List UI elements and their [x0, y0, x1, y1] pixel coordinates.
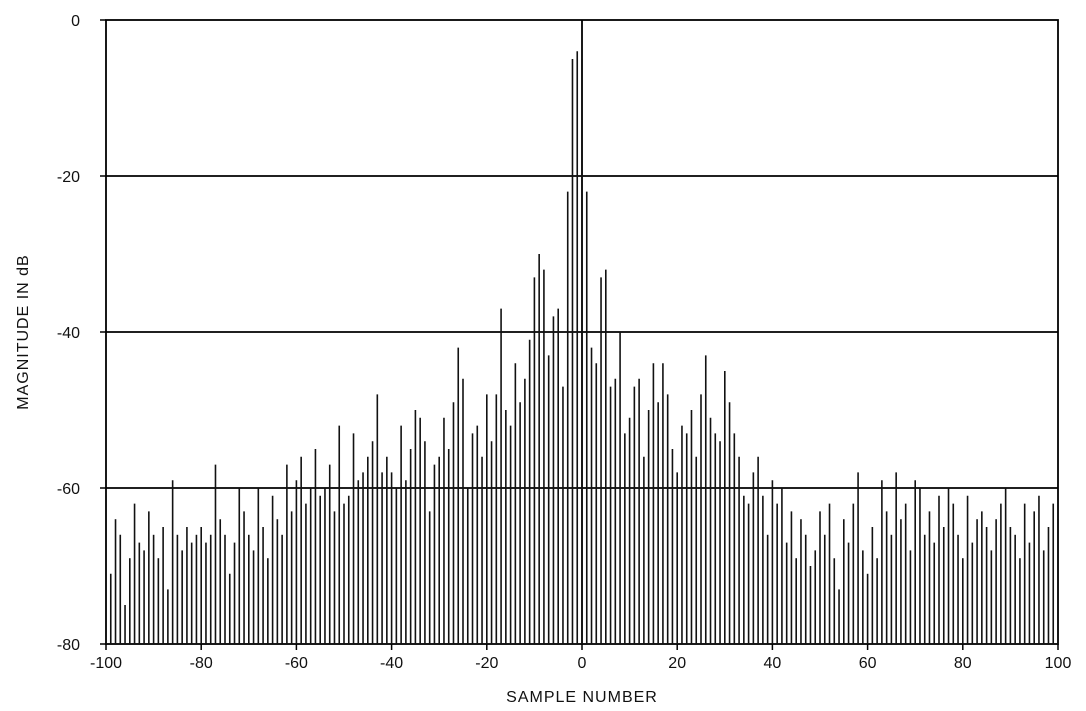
x-tick-label: 80 — [954, 655, 972, 672]
y-tick-label: -20 — [57, 169, 80, 186]
x-tick-label: -20 — [475, 655, 498, 672]
x-tick-label: 60 — [859, 655, 877, 672]
y-tick-label: -60 — [57, 481, 80, 498]
x-tick-label: 100 — [1045, 655, 1072, 672]
y-tick-label: -80 — [57, 637, 80, 654]
y-axis-ticks: -80 -60 -40 -20 0 — [57, 13, 106, 654]
x-tick-label: 40 — [764, 655, 782, 672]
data-stems — [105, 51, 1059, 644]
x-tick-label: -100 — [90, 655, 122, 672]
y-tick-label: 0 — [71, 13, 80, 30]
x-tick-label: -80 — [190, 655, 213, 672]
y-axis-title: MAGNITUDE IN dB — [15, 254, 32, 409]
x-tick-label: 20 — [668, 655, 686, 672]
x-tick-label: 0 — [578, 655, 587, 672]
x-tick-label: -60 — [285, 655, 308, 672]
x-axis-title: SAMPLE NUMBER — [506, 689, 658, 706]
y-tick-label: -40 — [57, 325, 80, 342]
x-axis-ticks: -100 -80 -60 -40 -20 0 20 40 60 80 100 — [90, 644, 1071, 672]
x-tick-label: -40 — [380, 655, 403, 672]
